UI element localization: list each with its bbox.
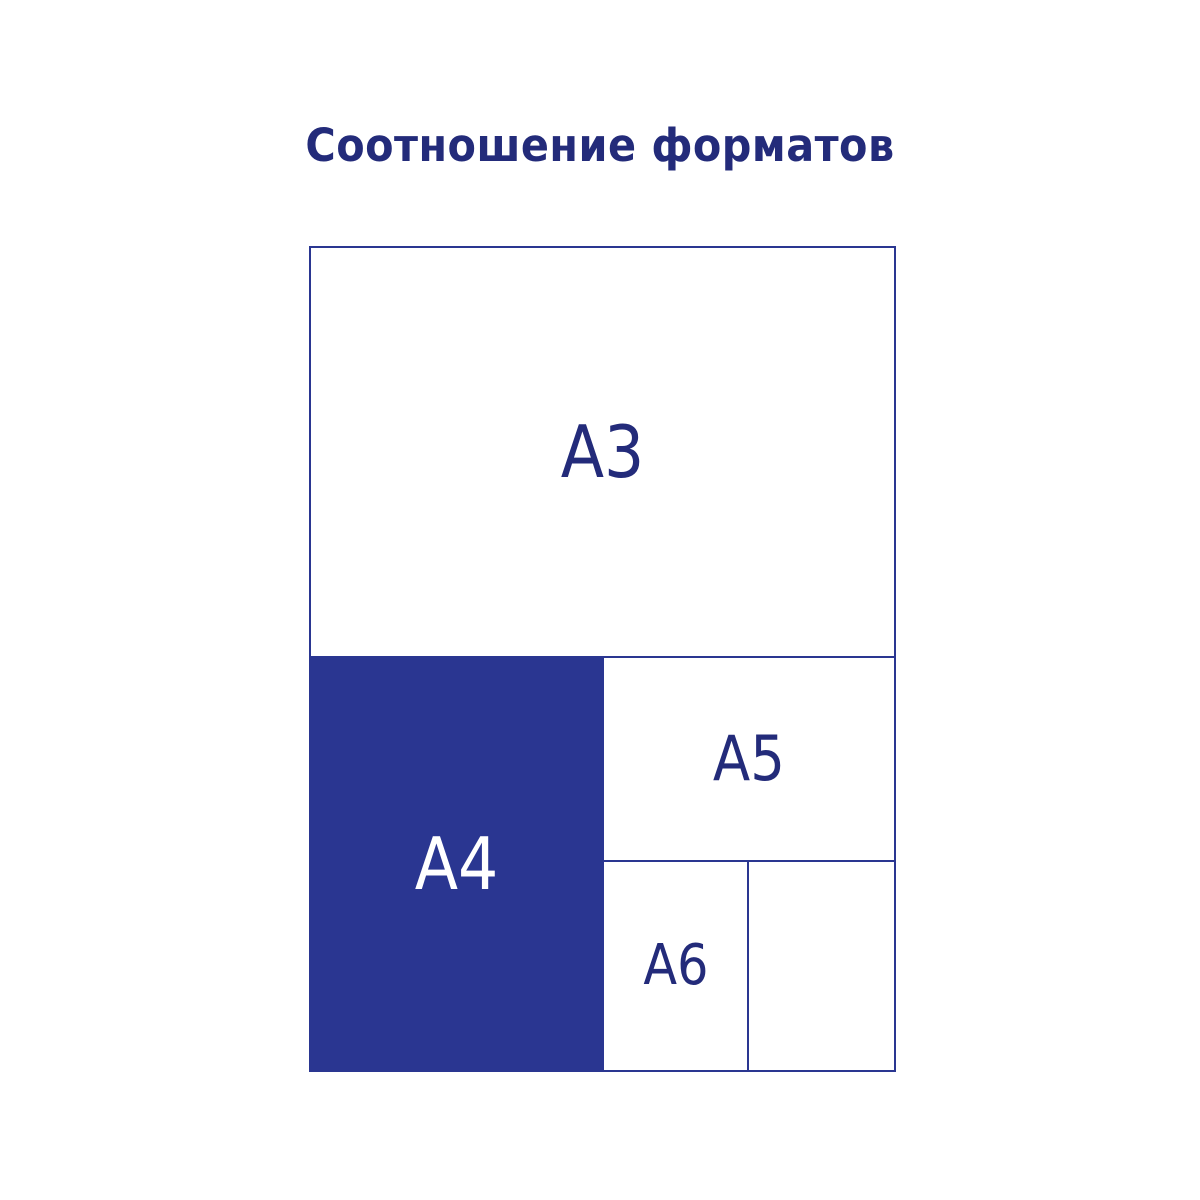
format-label-a3: A3 (560, 410, 645, 494)
format-label-a6: A6 (642, 933, 709, 998)
format-region-a5[interactable]: A5 (604, 658, 894, 862)
format-ratio-diagram: A3 A4 A5 A6 (309, 246, 896, 1072)
format-label-a4: A4 (414, 822, 499, 906)
format-label-a5: A5 (712, 722, 786, 795)
format-region-a6[interactable]: A6 (604, 862, 749, 1070)
format-region-a3[interactable]: A3 (311, 248, 894, 658)
format-region-a4[interactable]: A4 (311, 658, 604, 1070)
page-title: Соотношение форматов (305, 119, 895, 172)
format-region-a7[interactable] (749, 862, 894, 1070)
